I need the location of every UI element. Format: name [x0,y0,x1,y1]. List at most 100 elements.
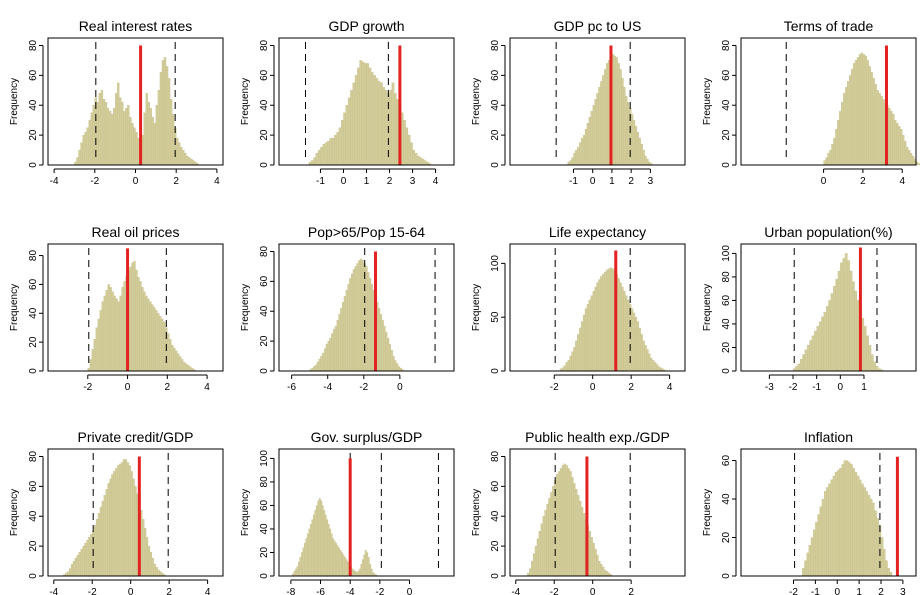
x-tick-label: 2 [878,587,884,595]
y-tick-label: 40 [28,510,39,522]
histogram-bar [869,498,873,577]
y-axis-label: Frequency [702,284,713,331]
histogram-bar [861,483,864,577]
histogram-bar [889,572,893,577]
x-tick-label: 2 [628,176,634,187]
y-tick-label: 40 [721,99,732,111]
x-tick-label: -2 [359,382,368,393]
y-tick-label: 60 [28,69,39,81]
y-tick-label: 0 [28,162,39,168]
chart-title: Private credit/GDP [78,429,194,445]
chart-title: Inflation [804,429,853,445]
histogram-bar [874,510,877,577]
y-tick-label: 50 [490,311,501,323]
y-tick-label: 40 [721,493,732,505]
y-tick-label: 20 [259,546,270,558]
y-tick-label: 40 [259,523,270,535]
y-tick-label: 20 [259,129,270,141]
y-axis-label: Frequency [471,284,482,331]
histogram-bar [806,552,809,577]
histogram-bar [856,475,860,577]
y-tick-label: 80 [28,39,39,51]
y-tick-label: 20 [490,540,501,552]
histogram-bar [850,464,853,577]
histogram-bar [887,568,890,577]
histogram-bar [837,470,840,577]
x-tick-label: 2 [166,587,172,595]
y-tick-label: 20 [721,532,732,544]
histogram-bar [815,521,818,577]
y-tick-label: 100 [721,245,732,262]
y-tick-label: 80 [259,39,270,51]
y-axis-label: Frequency [9,78,20,125]
x-tick-label: -1 [812,382,821,393]
y-tick-label: 60 [721,455,732,467]
histogram-bar [876,518,879,577]
y-tick-label: 60 [28,278,39,290]
y-tick-label: 60 [490,480,501,492]
y-tick-label: 20 [259,335,270,347]
x-tick-label: 3 [648,176,654,187]
y-tick-label: 0 [721,573,732,579]
chart-title: Real interest rates [79,18,193,34]
x-tick-label: 2 [173,176,179,187]
y-tick-label: 60 [259,275,270,287]
plot-frame [740,243,917,372]
y-tick-label: 60 [259,499,270,511]
histogram-bars [74,57,199,166]
histogram-bar [867,495,871,577]
histogram-bar [852,468,855,577]
y-tick-label: 100 [259,450,270,467]
y-tick-label: 20 [721,341,732,353]
y-axis-label: Frequency [240,489,251,536]
histogram-bar [883,548,886,577]
histogram-bar [823,491,827,577]
x-tick-label: -2 [789,382,798,393]
x-tick-label: 4 [899,176,905,187]
chart-title: Pop>65/Pop 15-64 [308,224,425,240]
y-tick-label: 60 [259,69,270,81]
x-tick-label: 4 [433,176,439,187]
y-axis-label: Frequency [240,78,251,125]
x-tick-label: -8 [286,587,295,595]
x-tick-label: -2 [88,587,97,595]
y-tick-label: 40 [259,99,270,111]
y-axis-label: Frequency [702,78,713,125]
plot-frame [740,448,917,577]
x-tick-label: -2 [789,587,798,595]
chart-title: Life expectancy [549,224,646,240]
x-tick-label: 0 [590,587,596,595]
histogram-bar [848,462,851,577]
x-tick-label: 0 [397,382,403,393]
x-tick-label: 2 [165,382,171,393]
x-tick-label: -4 [511,587,520,595]
x-tick-label: -4 [49,587,58,595]
x-tick-label: -3 [765,382,774,393]
x-tick-label: -1 [811,587,820,595]
histogram-bar [839,468,842,577]
y-tick-label: 0 [259,162,270,168]
x-tick-label: 4 [204,382,210,393]
y-tick-label: 80 [721,39,732,51]
plot-frame [509,448,686,577]
x-tick-label: 4 [667,382,673,393]
plot-frame [278,448,455,577]
histogram-bar [845,460,849,577]
y-tick-label: 0 [721,368,732,374]
plot-frame [278,37,455,166]
y-tick-label: 20 [490,129,501,141]
x-tick-label: -1 [316,176,325,187]
y-tick-label: 40 [721,318,732,330]
y-tick-label: 20 [28,129,39,141]
histogram-bar [802,568,805,577]
histogram-bar [885,560,888,577]
y-axis-label: Frequency [240,284,251,331]
y-tick-label: 40 [28,99,39,111]
